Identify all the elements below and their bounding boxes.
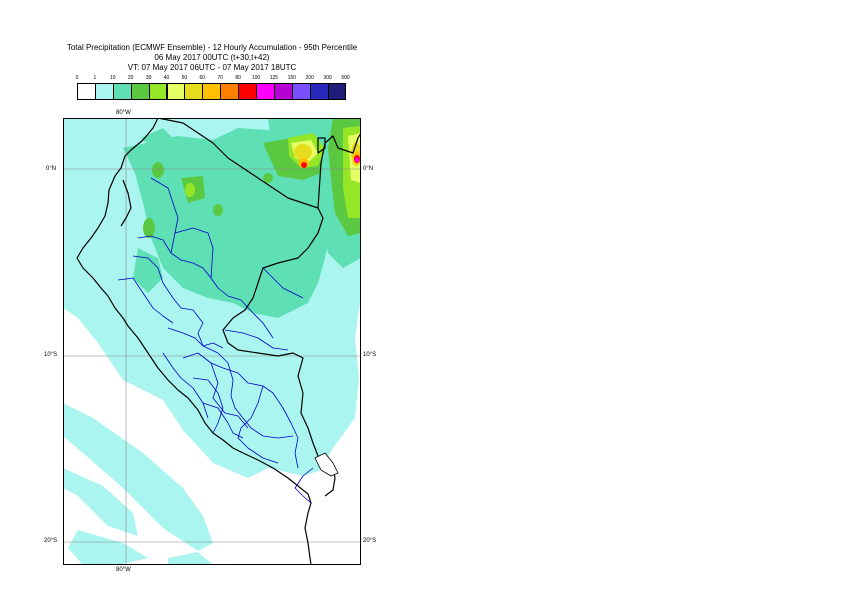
- legend-label: 0: [75, 75, 79, 81]
- lake-titicaca: [314, 452, 339, 477]
- legend-label: 10: [110, 75, 116, 81]
- lat-label-0-right: 0°N: [363, 166, 374, 172]
- legend-swatch: [220, 83, 240, 100]
- precipitation-map: [63, 117, 362, 566]
- legend-label: 70: [217, 75, 223, 81]
- legend-label: 30: [145, 75, 152, 81]
- lat-label-10-left: 10°S: [44, 352, 58, 358]
- legend-swatch: [238, 83, 257, 100]
- legend-swatch: [273, 83, 293, 100]
- lon-label-top: 80°W: [116, 110, 131, 116]
- legend-swatch: [166, 83, 186, 100]
- legend-swatch: [148, 83, 168, 100]
- legend-label: 60: [199, 75, 206, 81]
- lon-label-bottom: 80°W: [116, 567, 131, 573]
- graticule: [63, 118, 361, 565]
- legend-label: 150: [287, 75, 296, 81]
- region-borders: [117, 177, 314, 504]
- legend-label: 1: [93, 75, 97, 81]
- valid-time: VT: 07 May 2017 06UTC - 07 May 2017 18UT…: [127, 63, 297, 72]
- legend-swatch: [327, 83, 347, 100]
- legend-swatch: [256, 83, 275, 100]
- legend-label: 40: [163, 75, 170, 81]
- lat-label-0-left: 0°N: [46, 166, 57, 172]
- legend-swatch: [130, 83, 150, 100]
- legend-label: 500: [341, 75, 350, 81]
- chart-title: Total Precipitation (ECMWF Ensemble) - 1…: [66, 43, 358, 52]
- legend-label: 100: [251, 75, 261, 81]
- map-border: [63, 118, 361, 565]
- legend-label: 300: [323, 75, 332, 81]
- country-borders: [76, 117, 362, 566]
- legend-label: 50: [181, 75, 188, 81]
- legend-swatch: [112, 83, 132, 100]
- lat-label-20-right: 20°S: [363, 538, 377, 544]
- legend-swatch: [94, 83, 114, 100]
- legend-label: 20: [127, 75, 134, 81]
- lat-label-20-left: 20°S: [44, 538, 58, 544]
- legend-swatch: [184, 83, 204, 100]
- legend-swatch: [202, 83, 222, 100]
- run-info: 06 May 2017 00UTC (t+30,t+42): [154, 53, 270, 62]
- legend-label: 125: [269, 75, 279, 81]
- legend-label: 80: [235, 75, 241, 81]
- legend-swatch: [309, 83, 329, 100]
- legend-label: 200: [305, 75, 314, 81]
- legend-swatch: [291, 83, 311, 100]
- precip-field-magenta: [355, 157, 359, 163]
- lat-label-10-right: 10°S: [363, 352, 377, 358]
- legend-swatch: [77, 83, 96, 100]
